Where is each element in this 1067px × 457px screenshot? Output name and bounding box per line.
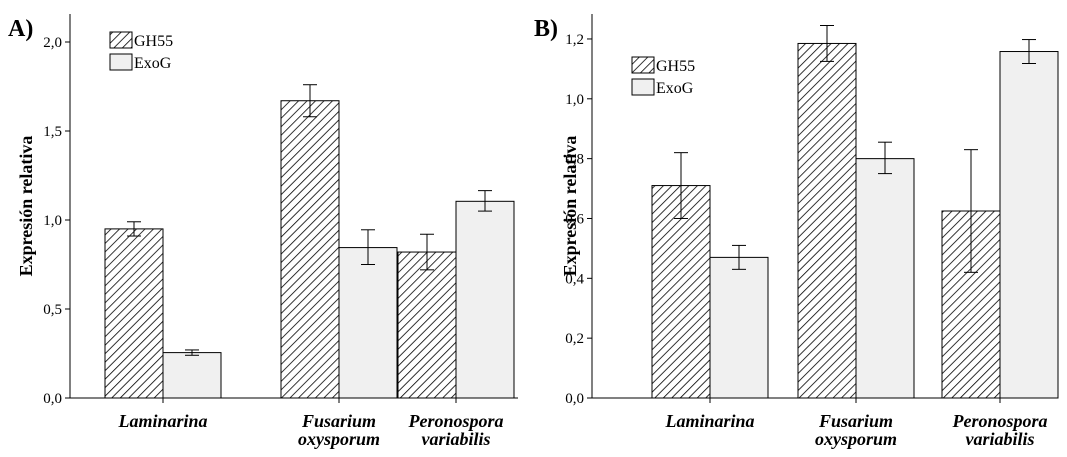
- x-tick-label: oxysporum: [815, 429, 897, 449]
- panel-a: A) 0,0 0,5 1,0 1,5 2,0 Expresión relativa Lamin…: [8, 14, 518, 449]
- y-tick-label: 0,0: [565, 391, 584, 407]
- bar-exog: [455, 200, 515, 399]
- y-tick-label: 0,8: [565, 152, 584, 168]
- legend-swatch-gh55: [631, 56, 655, 74]
- error-bar: [878, 141, 892, 175]
- x-tick-label: Peronospora: [407, 411, 503, 431]
- x-tick-label: Laminarina: [664, 411, 754, 431]
- legend-swatch-exog: [631, 78, 655, 96]
- y-tick-label: 1,5: [43, 124, 62, 140]
- y-tick-label: 0,2: [565, 331, 584, 347]
- panel-label: B): [534, 16, 558, 42]
- x-tick-label: Laminarina: [117, 411, 207, 431]
- x-tick-label: Peronospora: [951, 411, 1047, 431]
- bar-exog: [162, 352, 222, 399]
- error-bar: [420, 233, 434, 271]
- legend-label: ExoG: [656, 80, 694, 97]
- legend-label: GH55: [656, 58, 695, 75]
- bar-exog: [999, 51, 1059, 399]
- y-tick-label: 1,0: [43, 213, 62, 229]
- y-tick-label: 0,5: [43, 302, 62, 318]
- legend: GH55 ExoG: [109, 31, 173, 72]
- bar-exog: [709, 256, 769, 399]
- error-bar: [361, 229, 375, 265]
- x-tick-label: variabilis: [421, 429, 490, 449]
- bar-gh55: [104, 228, 164, 399]
- x-tick-label: oxysporum: [298, 429, 380, 449]
- error-bar: [1022, 39, 1036, 64]
- x-tick-label: variabilis: [965, 429, 1034, 449]
- error-bar: [478, 190, 492, 212]
- legend: GH55 ExoG: [631, 56, 695, 97]
- bar-exog: [338, 247, 398, 399]
- bar-gh55: [397, 251, 457, 399]
- y-tick-label: 0,6: [565, 211, 584, 227]
- error-bar: [127, 221, 141, 237]
- error-bar: [964, 149, 978, 273]
- y-axis-label: Expresión relativa: [16, 136, 36, 277]
- y-tick-label: 0,0: [43, 391, 62, 407]
- legend-swatch-exog: [109, 53, 133, 71]
- error-bar: [185, 349, 199, 356]
- y-tick-label: 1,0: [565, 92, 584, 108]
- bar-gh55: [651, 185, 711, 399]
- y-tick-label: 1,2: [565, 32, 584, 48]
- error-bar: [732, 244, 746, 270]
- y-tick-label: 0,4: [565, 271, 584, 287]
- bar-gh55: [797, 42, 857, 399]
- error-bar: [303, 84, 317, 118]
- legend-label: ExoG: [134, 55, 172, 72]
- legend-label: GH55: [134, 33, 173, 50]
- x-tick-label: Fusarium: [818, 411, 893, 431]
- panel-label: A): [8, 16, 33, 42]
- legend-swatch-gh55: [109, 31, 133, 49]
- panel-b: B) 0,0 0,2 0,4 0,6 0,8 1,0 1,2 Expresión relativ…: [534, 14, 1059, 449]
- error-bar: [674, 152, 688, 219]
- bar-gh55: [280, 100, 340, 399]
- x-tick-label: Fusarium: [301, 411, 376, 431]
- bar-exog: [855, 158, 915, 399]
- y-tick-label: 2,0: [43, 35, 62, 51]
- y-axis-label: Expresión relativa: [560, 136, 580, 277]
- error-bar: [820, 24, 834, 62]
